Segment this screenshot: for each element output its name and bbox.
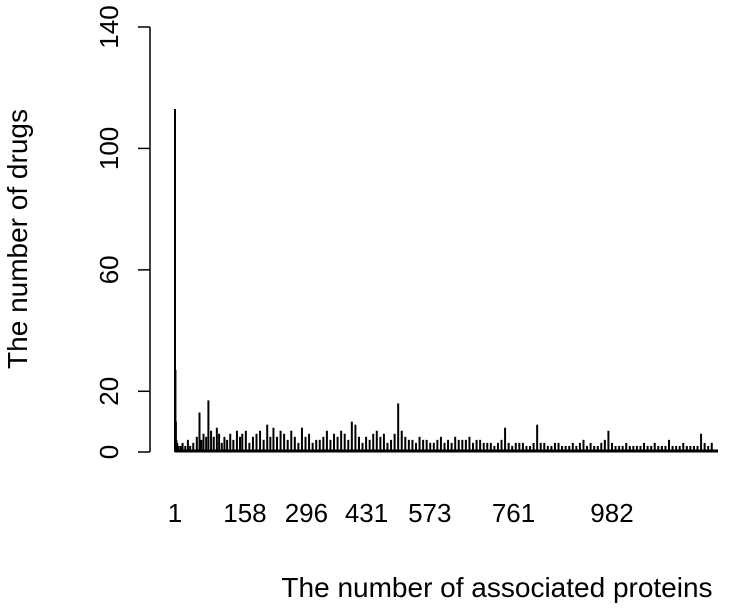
x-axis-label: The number of associated proteins [281, 572, 712, 603]
y-tick-label: 140 [94, 5, 124, 48]
x-tick-label: 761 [492, 498, 535, 528]
x-tick-label: 296 [285, 498, 328, 528]
y-axis-label: The number of drugs [2, 109, 33, 369]
y-tick-label: 100 [94, 127, 124, 170]
x-tick-label: 573 [408, 498, 451, 528]
y-axis: 0 20 60 100 140 [94, 5, 151, 459]
y-tick-label: 60 [94, 255, 124, 284]
bars-group [174, 108, 718, 453]
y-tick-label: 20 [94, 377, 124, 406]
x-tick-label: 1 [168, 498, 182, 528]
y-tick-label: 0 [94, 445, 124, 459]
x-tick-label: 158 [223, 498, 266, 528]
x-axis: 1 158 296 431 573 761 982 [168, 498, 634, 528]
x-tick-label: 982 [590, 498, 633, 528]
x-tick-label: 431 [345, 498, 388, 528]
